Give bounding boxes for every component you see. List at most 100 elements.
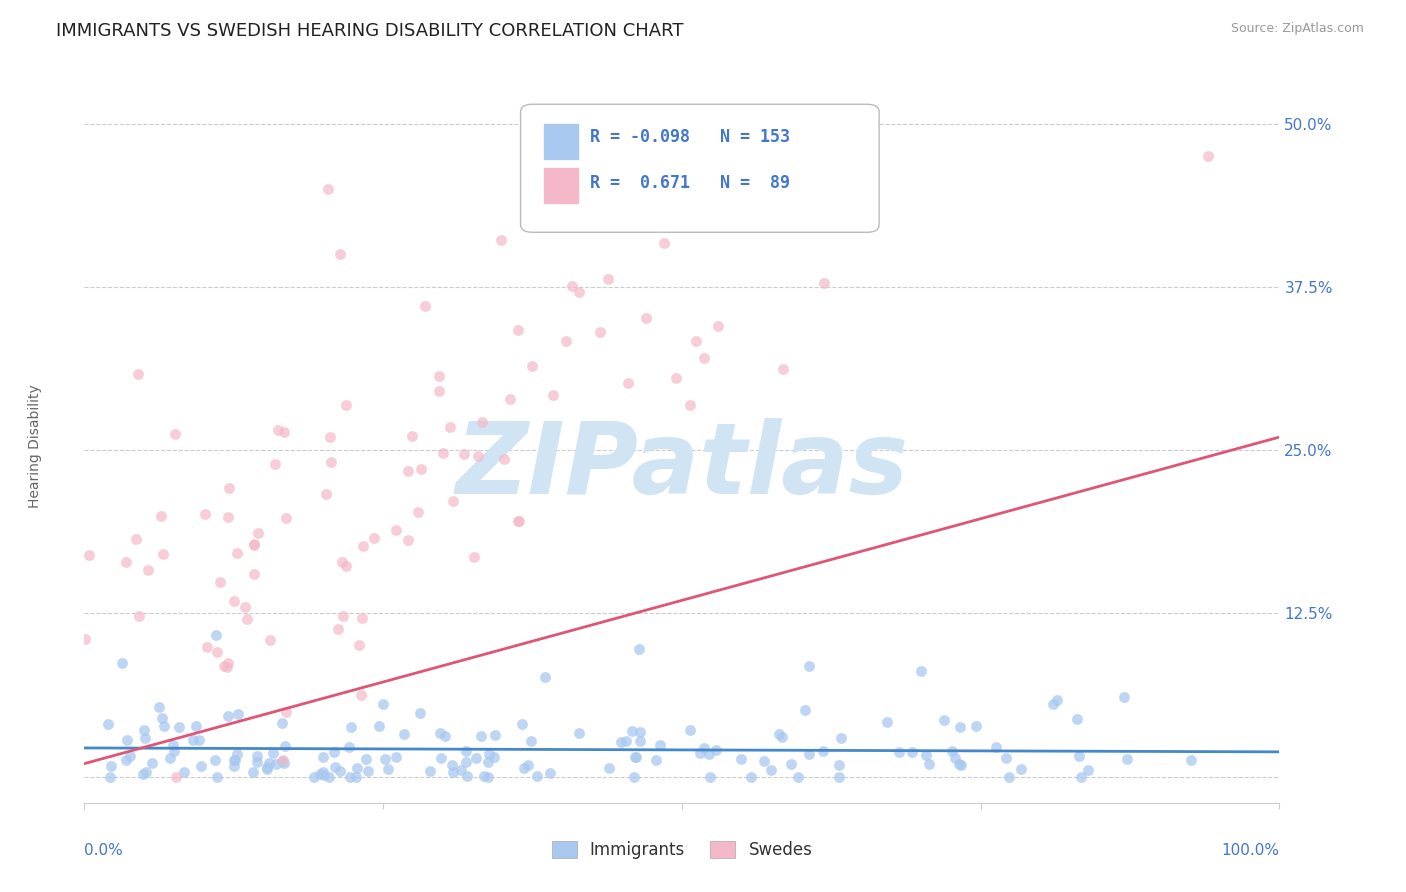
Point [242,765,264,780]
Point [454,744,477,758]
Point [484,750,506,764]
Point [350,688,373,702]
Point [135,765,157,780]
Point [332,608,354,623]
Point [430,751,453,765]
Point [323,745,346,759]
Point [128,608,150,623]
FancyBboxPatch shape [520,104,879,232]
Text: 0.0%: 0.0% [84,843,124,858]
Point [628,641,651,656]
Point [330,555,353,569]
Point [354,752,377,766]
Point [77,548,100,562]
Point [692,351,714,366]
Point [118,749,141,764]
Point [273,739,295,754]
Point [1070,770,1092,784]
Point [997,770,1019,784]
Point [949,720,972,734]
Point [339,770,361,784]
Point [730,752,752,766]
Point [752,754,775,768]
Point [915,747,938,762]
Point [273,425,295,440]
Point [1010,763,1032,777]
Point [508,514,530,528]
Point [312,765,335,780]
Point [811,744,834,758]
Point [246,755,269,769]
Point [394,727,416,741]
Point [329,764,352,779]
Point [621,723,644,738]
Point [614,734,637,748]
FancyBboxPatch shape [544,124,578,159]
Point [415,298,437,312]
Point [965,719,987,733]
Point [624,750,647,764]
Point [828,758,851,772]
Point [205,628,228,642]
Point [377,762,399,776]
Point [456,769,478,783]
Point [363,531,385,545]
Point [162,738,184,752]
Point [568,725,591,739]
Point [235,612,257,626]
Point [699,747,721,761]
Point [226,706,249,721]
Point [704,743,727,757]
Point [689,746,711,760]
Point [257,756,280,771]
Point [434,729,457,743]
Point [267,423,290,437]
Point [111,656,134,670]
Point [454,755,477,769]
Point [526,769,548,783]
Point [707,319,730,334]
Point [312,768,335,782]
Point [1042,697,1064,711]
Point [149,509,172,524]
Point [813,276,835,290]
Point [329,246,352,260]
Point [508,514,530,528]
Point [134,731,156,746]
Point [259,632,281,647]
Point [450,763,472,777]
Point [315,487,337,501]
Point [419,764,441,778]
FancyBboxPatch shape [544,168,578,203]
Point [1046,693,1069,707]
Point [534,670,557,684]
Text: R = -0.098   N = 153: R = -0.098 N = 153 [591,128,790,146]
Point [941,744,963,758]
Point [1112,690,1135,704]
Point [243,566,266,581]
Point [224,594,246,608]
Point [401,428,423,442]
Point [165,770,187,784]
Point [772,362,794,376]
Point [665,371,688,385]
Point [948,756,970,771]
Point [932,713,955,727]
Point [441,494,464,508]
Point [243,538,266,552]
Point [243,537,266,551]
Point [339,720,361,734]
Point [262,746,284,760]
Point [949,758,972,772]
Point [520,734,543,748]
Point [148,699,170,714]
Point [471,415,494,429]
Point [1067,748,1090,763]
Point [215,659,238,673]
Point [97,716,120,731]
Point [186,719,208,733]
Point [1115,752,1137,766]
Point [167,720,190,734]
Point [224,753,246,767]
Point [117,732,139,747]
